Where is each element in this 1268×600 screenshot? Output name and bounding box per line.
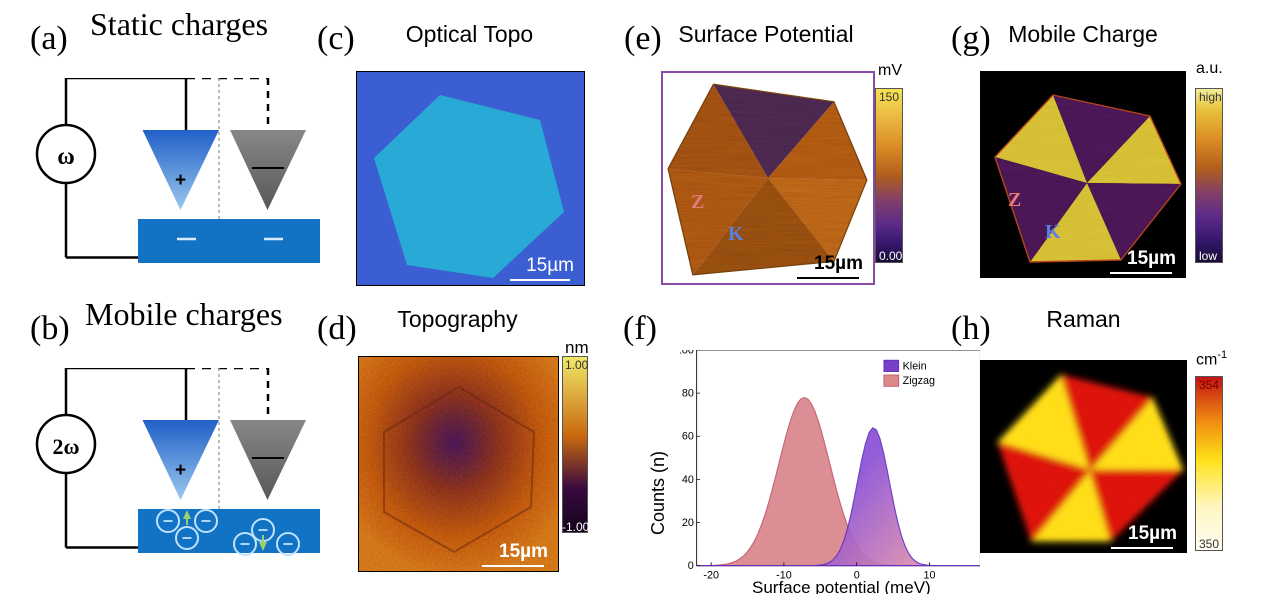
svg-text:20: 20 [682, 517, 694, 529]
svg-text:80: 80 [682, 388, 694, 400]
svg-text:Klein: Klein [903, 360, 927, 372]
svg-text:2ω: 2ω [52, 434, 79, 459]
svg-text:ω: ω [57, 144, 75, 170]
svg-text:-20: -20 [703, 570, 719, 582]
svg-text:60: 60 [682, 431, 694, 443]
svg-text:40: 40 [682, 474, 694, 486]
svg-text:Surface potential (meV): Surface potential (meV) [752, 578, 931, 594]
svg-text:+: + [175, 460, 186, 481]
svg-text:0: 0 [688, 560, 694, 572]
svg-text:+: + [175, 170, 186, 191]
svg-text:Zigzag: Zigzag [903, 375, 935, 387]
svg-text:100: 100 [680, 350, 694, 356]
